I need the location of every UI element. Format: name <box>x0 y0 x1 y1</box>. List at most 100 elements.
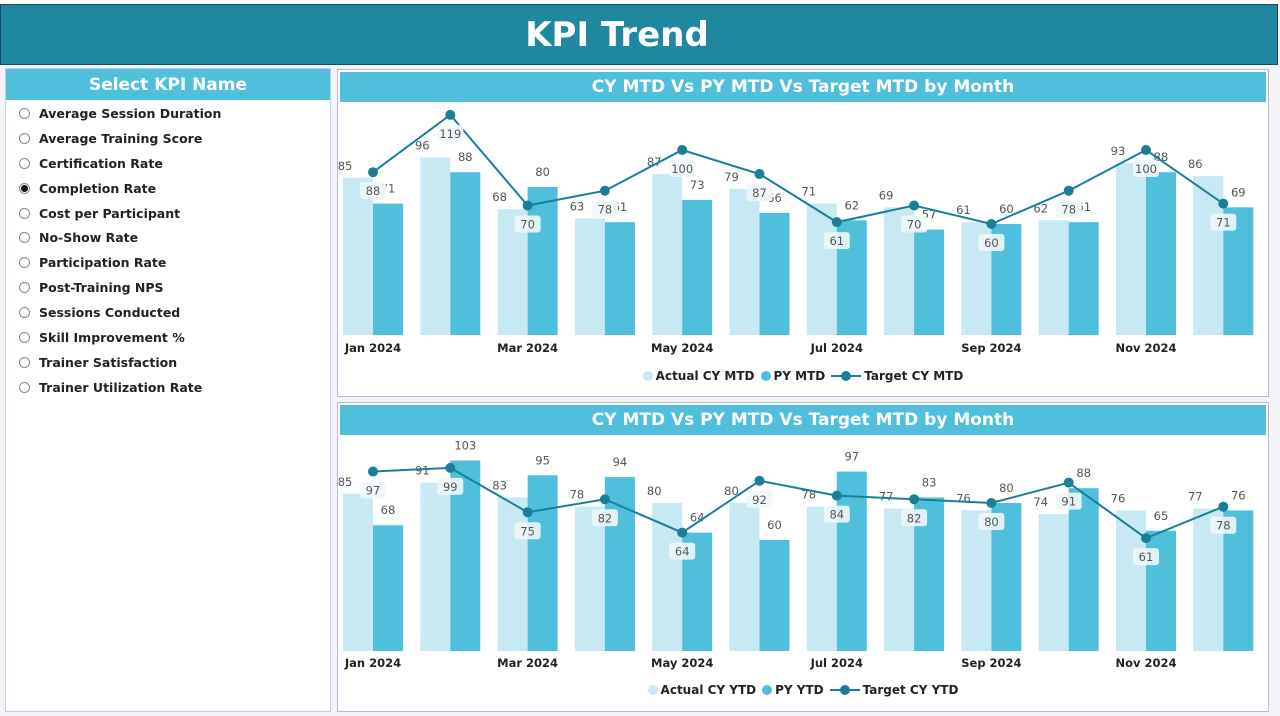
target-point <box>754 169 765 180</box>
legend-item[interactable]: Target CY MTD <box>831 369 963 383</box>
bar-py <box>836 471 867 651</box>
radio-unchecked-icon[interactable] <box>19 132 30 144</box>
target-label-box <box>823 505 850 523</box>
radio-unchecked-icon[interactable] <box>19 107 30 119</box>
radio-unchecked-icon[interactable] <box>19 282 30 294</box>
target-label-box <box>591 200 618 218</box>
data-label-actual: 71 <box>801 185 816 199</box>
legend-label: PY YTD <box>775 683 824 697</box>
target-label-box <box>1055 492 1082 510</box>
kpi-option[interactable]: Cost per Participant <box>6 201 330 226</box>
data-label-target: 75 <box>520 524 535 538</box>
target-point <box>1141 533 1151 544</box>
bar-actual <box>1116 510 1146 651</box>
radio-unchecked-icon[interactable] <box>19 257 30 269</box>
radio-checked-icon[interactable] <box>19 182 30 194</box>
data-label-actual: 77 <box>1188 490 1203 504</box>
data-label-actual: 85 <box>338 159 352 173</box>
kpi-option[interactable]: Trainer Satisfaction <box>6 350 330 375</box>
legend-line-icon <box>831 371 862 381</box>
legend-item[interactable]: Actual CY YTD <box>647 683 757 697</box>
kpi-option[interactable]: Sessions Conducted <box>6 300 330 325</box>
legend-item[interactable]: Actual CY MTD <box>642 369 755 383</box>
target-point <box>754 475 765 486</box>
bar-actual <box>420 157 451 335</box>
kpi-option[interactable]: Average Session Duration <box>6 101 330 126</box>
x-tick-label: Nov 2024 <box>1115 656 1176 670</box>
bar-py <box>759 540 790 651</box>
data-label-py: 69 <box>1231 185 1246 199</box>
radio-unchecked-icon[interactable] <box>19 356 30 368</box>
target-label-box <box>1210 516 1237 534</box>
legend-label: PY MTD <box>773 369 826 383</box>
mtd-chart-panel: CY MTD Vs PY MTD Vs Target MTD by Month … <box>337 69 1269 397</box>
bar-py <box>527 187 558 335</box>
radio-unchecked-icon[interactable] <box>19 331 30 343</box>
x-tick-label: May 2024 <box>651 656 713 670</box>
bar-actual <box>343 493 373 651</box>
target-label-box <box>901 509 928 527</box>
data-label-actual: 69 <box>879 188 894 202</box>
ytd-chart: 85 68 Jan 2024 91 103 83 95 Mar 2024 78 94 80 64 May… <box>338 438 1254 670</box>
x-tick-label: Mar 2024 <box>497 341 558 355</box>
page-header: KPI Trend <box>0 4 1278 65</box>
bar-py <box>914 229 945 335</box>
data-label-py: 65 <box>1154 509 1169 523</box>
radio-unchecked-icon[interactable] <box>19 157 30 169</box>
target-point <box>445 109 456 120</box>
target-point <box>368 466 378 477</box>
data-label-target: 91 <box>1061 495 1076 509</box>
legend-item[interactable]: PY YTD <box>762 683 824 697</box>
data-label-py: 80 <box>999 481 1014 495</box>
kpi-option[interactable]: No-Show Rate <box>6 225 330 250</box>
target-label-box <box>746 184 773 202</box>
kpi-option[interactable]: Certification Rate <box>6 151 330 176</box>
radio-unchecked-icon[interactable] <box>19 232 30 244</box>
legend-item[interactable]: Target CY YTD <box>829 683 958 697</box>
data-label-target: 84 <box>829 508 844 522</box>
bar-py <box>450 172 481 335</box>
data-label-target: 92 <box>752 493 767 507</box>
kpi-option[interactable]: Average Training Score <box>6 126 330 151</box>
kpi-option-label: Average Session Duration <box>39 105 222 121</box>
bar-actual <box>574 506 605 651</box>
target-point <box>1063 185 1074 196</box>
target-point <box>909 494 920 505</box>
kpi-option[interactable]: Trainer Utilization Rate <box>6 375 330 400</box>
legend-line-icon <box>829 685 860 695</box>
x-tick-label: Jan 2024 <box>344 341 401 355</box>
bar-actual <box>884 508 915 651</box>
target-point <box>831 217 842 228</box>
target-point <box>1141 145 1151 155</box>
kpi-option-label: No-Show Rate <box>39 230 139 246</box>
target-label-box <box>746 490 773 508</box>
slicer-title: Select KPI Name <box>6 69 330 100</box>
data-label-actual: 83 <box>492 478 507 492</box>
data-label-actual: 76 <box>1111 491 1126 505</box>
radio-unchecked-icon[interactable] <box>19 381 30 393</box>
data-label-target: 119 <box>439 127 461 141</box>
legend-label: Actual CY YTD <box>660 683 757 697</box>
data-label-target: 82 <box>598 511 613 525</box>
target-label-box <box>437 477 464 495</box>
kpi-option[interactable]: Participation Rate <box>6 250 330 275</box>
radio-unchecked-icon[interactable] <box>19 307 30 319</box>
data-label-target: 87 <box>752 186 767 200</box>
data-label-py: 88 <box>1076 466 1091 480</box>
kpi-option[interactable]: Completion Rate <box>6 176 330 201</box>
kpi-option-label: Completion Rate <box>39 180 157 196</box>
kpi-option[interactable]: Skill Improvement % <box>6 325 330 350</box>
target-label-box <box>514 522 541 540</box>
bar-actual <box>1116 162 1146 335</box>
target-label-box <box>823 232 850 250</box>
kpi-option-label: Sessions Conducted <box>39 305 181 321</box>
kpi-option[interactable]: Post-Training NPS <box>6 275 330 300</box>
bar-actual <box>806 506 837 651</box>
legend-item[interactable]: PY MTD <box>760 369 826 383</box>
x-tick-label: Sep 2024 <box>961 656 1021 670</box>
data-label-actual: 76 <box>956 491 971 505</box>
radio-unchecked-icon[interactable] <box>19 207 30 219</box>
bar-py <box>373 525 403 651</box>
data-label-py: 88 <box>458 150 473 164</box>
x-tick-label: Jan 2024 <box>344 656 401 670</box>
